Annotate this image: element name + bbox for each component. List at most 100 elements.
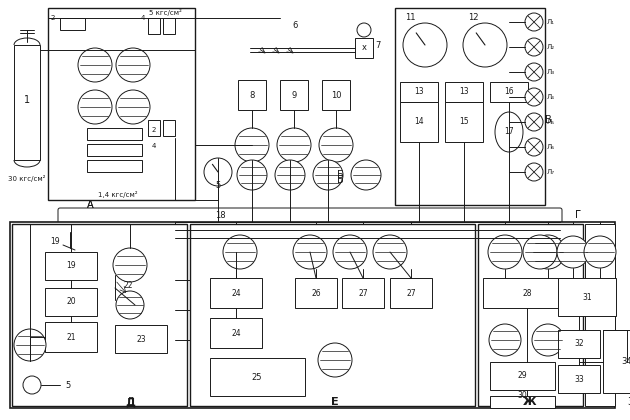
Text: 20: 20 — [66, 297, 76, 307]
Circle shape — [333, 235, 367, 269]
Text: 34: 34 — [622, 357, 630, 367]
Text: 18: 18 — [215, 212, 226, 220]
Bar — [390, 278, 432, 308]
Text: 22: 22 — [123, 281, 133, 289]
Text: Г: Г — [575, 210, 581, 220]
Circle shape — [351, 160, 381, 190]
Bar — [14, 45, 40, 160]
Bar — [478, 224, 583, 406]
Text: 21: 21 — [66, 333, 76, 341]
Bar — [12, 224, 187, 406]
Circle shape — [116, 48, 150, 82]
Bar — [558, 330, 600, 358]
Bar — [400, 102, 438, 142]
Text: Л₄: Л₄ — [547, 94, 555, 100]
Circle shape — [204, 158, 232, 186]
Text: 32: 32 — [574, 339, 584, 349]
Text: 11: 11 — [404, 13, 415, 23]
Text: 24: 24 — [231, 328, 241, 338]
Bar — [295, 278, 337, 308]
Text: 31: 31 — [582, 292, 592, 302]
Text: 24: 24 — [231, 289, 241, 297]
Text: 33: 33 — [574, 375, 584, 383]
Text: 5: 5 — [215, 181, 220, 191]
Text: 16: 16 — [504, 87, 514, 97]
Circle shape — [532, 324, 564, 356]
Bar — [45, 322, 97, 352]
Text: 14: 14 — [414, 118, 424, 126]
Bar — [558, 365, 600, 393]
Text: 10: 10 — [331, 90, 341, 100]
Bar — [490, 82, 528, 102]
Bar — [10, 222, 615, 408]
Bar — [585, 224, 615, 406]
Circle shape — [488, 235, 522, 269]
Bar — [60, 18, 85, 30]
Bar — [45, 252, 97, 280]
Bar — [210, 278, 262, 308]
Text: 8: 8 — [249, 90, 255, 100]
Text: 4: 4 — [140, 15, 145, 21]
Circle shape — [489, 324, 521, 356]
Text: 23: 23 — [136, 334, 146, 344]
Circle shape — [525, 63, 543, 81]
FancyBboxPatch shape — [58, 208, 562, 224]
Text: 17: 17 — [504, 128, 514, 136]
Circle shape — [525, 113, 543, 131]
Circle shape — [237, 160, 267, 190]
Text: Б: Б — [336, 175, 343, 185]
Text: 19: 19 — [50, 237, 60, 247]
Circle shape — [235, 128, 269, 162]
Text: Е: Е — [332, 397, 338, 407]
Bar — [603, 330, 630, 393]
Circle shape — [313, 160, 343, 190]
Bar — [445, 102, 483, 142]
Text: 27: 27 — [358, 289, 368, 297]
Text: 9: 9 — [291, 90, 297, 100]
Bar — [48, 8, 195, 200]
Bar — [322, 80, 350, 110]
Text: 5: 5 — [66, 381, 71, 389]
Circle shape — [531, 235, 565, 269]
Text: 7: 7 — [375, 40, 381, 50]
Circle shape — [373, 235, 407, 269]
Circle shape — [525, 163, 543, 181]
Circle shape — [116, 90, 150, 124]
Circle shape — [319, 128, 353, 162]
Text: Л₇: Л₇ — [547, 169, 555, 175]
Text: 25: 25 — [252, 373, 262, 381]
Bar — [280, 80, 308, 110]
Bar — [87, 160, 142, 172]
Circle shape — [584, 236, 616, 268]
Bar — [395, 8, 545, 205]
Text: 26: 26 — [311, 289, 321, 297]
Circle shape — [557, 236, 589, 268]
Circle shape — [78, 48, 112, 82]
Bar — [148, 18, 160, 34]
Text: 1,4 кгс/см²: 1,4 кгс/см² — [98, 192, 138, 199]
Bar — [342, 278, 384, 308]
Bar — [445, 82, 483, 102]
Text: 13: 13 — [459, 87, 469, 97]
Text: 6: 6 — [292, 21, 298, 29]
Circle shape — [523, 235, 557, 269]
Text: Л₅: Л₅ — [547, 119, 555, 125]
Circle shape — [223, 235, 257, 269]
Text: 12: 12 — [467, 13, 478, 23]
Bar — [483, 278, 571, 308]
Circle shape — [113, 248, 147, 282]
Circle shape — [525, 88, 543, 106]
Bar — [163, 120, 175, 136]
Text: 2: 2 — [152, 127, 156, 133]
Circle shape — [525, 38, 543, 56]
Circle shape — [23, 376, 41, 394]
Bar — [238, 80, 266, 110]
Circle shape — [78, 90, 112, 124]
Bar — [87, 128, 142, 140]
Bar — [190, 224, 475, 406]
Text: Е: Е — [331, 397, 339, 407]
Text: Л₁: Л₁ — [547, 19, 555, 25]
Circle shape — [318, 343, 352, 377]
Text: 3: 3 — [627, 397, 630, 407]
Text: А: А — [87, 200, 93, 210]
